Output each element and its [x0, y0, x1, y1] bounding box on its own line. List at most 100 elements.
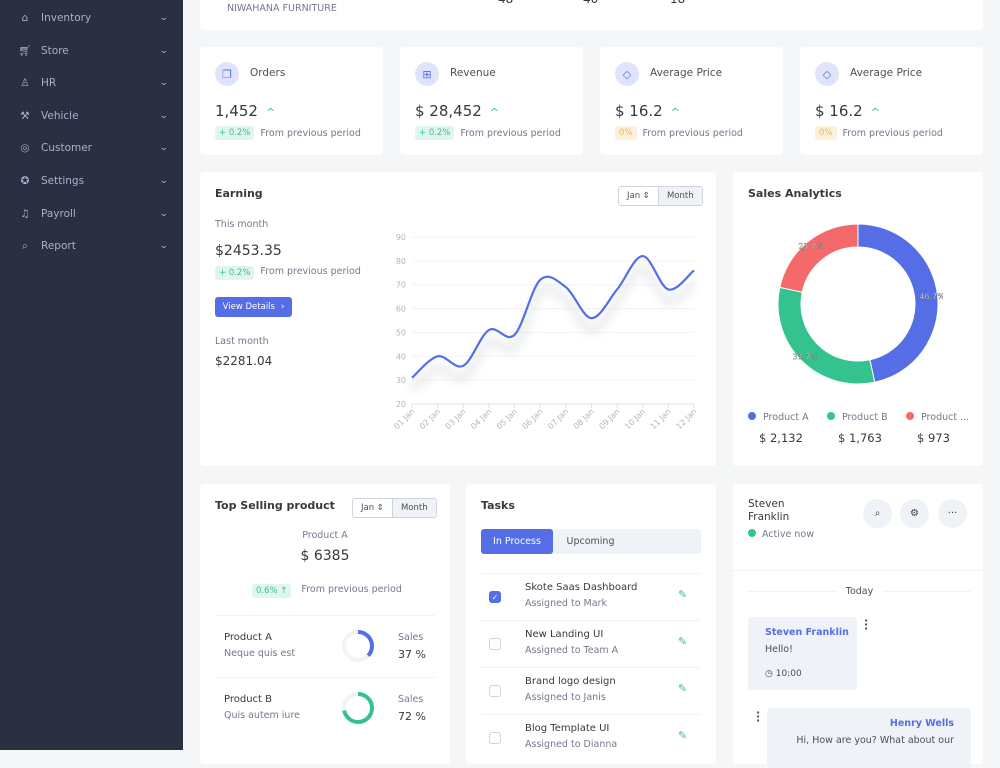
tab-upcoming[interactable]: Upcoming [553, 529, 628, 554]
change-badge: 0.6% ↑ [252, 584, 291, 598]
stat-value: $ 16.2^ [615, 102, 680, 120]
slice-label: 46.7% [919, 292, 943, 301]
stat-change: + 0.2%From previous period [415, 126, 561, 140]
edit-icon[interactable]: ✎ [678, 729, 687, 742]
x-tick-label: 07 Jan [546, 407, 570, 431]
sales-percent: 72 % [398, 710, 426, 723]
tasks-title: Tasks [481, 499, 515, 512]
change-note: From previous period [260, 128, 360, 139]
product-row: Product B Quis autem iure Sales 72 % [215, 677, 435, 739]
edit-icon[interactable]: ✎ [678, 588, 687, 601]
product-radial-progress [340, 690, 376, 726]
y-tick-label: 90 [396, 233, 406, 242]
stat-value: 1,452^ [215, 102, 275, 120]
top-product-value: $ 6385 [200, 548, 450, 564]
x-tick-label: 12 Jan [674, 407, 698, 431]
legend-value: $ 1,763 [827, 431, 906, 445]
edit-icon[interactable]: ✎ [678, 682, 687, 695]
user-circle-icon: ◎ [18, 141, 32, 155]
task-item: New Landing UI Assigned to Team A ✎ [481, 620, 701, 667]
x-tick-label: 09 Jan [597, 407, 621, 431]
edit-icon[interactable]: ✎ [678, 635, 687, 648]
top-selling-card: Top Selling product Jan ⇕ Month Product … [200, 484, 450, 764]
x-tick-label: 02 Jan [418, 407, 442, 431]
task-name: Skote Saas Dashboard [525, 582, 637, 593]
product-desc: Neque quis est [224, 648, 295, 659]
settings-button[interactable]: ⚙ [900, 499, 929, 528]
tab-in-process[interactable]: In Process [481, 529, 553, 554]
month-select[interactable]: Jan ⇕ [353, 499, 392, 517]
change-note: From previous period [843, 128, 943, 139]
task-checkbox[interactable] [489, 732, 501, 744]
store-icon: ⌂ [18, 11, 32, 25]
message-outgoing: Henry Wells Hi, How are you? What about … [767, 708, 971, 768]
month-select[interactable]: Jan ⇕ [619, 187, 658, 205]
stat-change: 0%From previous period [815, 126, 943, 140]
this-month-label: This month [215, 219, 268, 230]
sidebar-item-store[interactable]: 🛒︎Store⌄ [18, 41, 168, 61]
task-name: Brand logo design [525, 676, 616, 687]
sidebar-item-hr[interactable]: ♙HR⌄ [18, 73, 168, 93]
sidebar-item-vehicle[interactable]: ⚒Vehicle⌄ [18, 106, 168, 126]
message-sender: Steven Franklin [765, 627, 849, 638]
date-divider: Today [748, 586, 971, 597]
clock-icon: ◷ [765, 669, 773, 679]
period-selector[interactable]: Jan ⇕ Month [618, 186, 703, 206]
summary-card: NIWAHANA FURNITURE 48 40 18 [200, 0, 983, 30]
view-details-label: View Details [223, 302, 275, 312]
more-horizontal-icon: ··· [948, 508, 958, 519]
legend-label: Product B [842, 412, 888, 423]
divider [733, 570, 983, 571]
search-icon: ⌕ [875, 508, 881, 519]
sidebar-item-settings[interactable]: ✪Settings⌄ [18, 171, 168, 191]
x-tick-label: 11 Jan [649, 407, 673, 431]
message-menu-icon[interactable]: ··· [864, 619, 868, 631]
stat-change: + 0.2%From previous period [215, 126, 361, 140]
stat-title: Average Price [650, 67, 722, 79]
tasks-card: Tasks In Process Upcoming ✓ Skote Saas D… [466, 484, 716, 764]
last-month-value: $2281.04 [215, 354, 272, 368]
chat-card: Steven Franklin Active now ⌕ ⚙ ··· Today… [733, 484, 983, 764]
stat-card: ⊞ Revenue $ 28,452^ + 0.2%From previous … [400, 47, 583, 155]
tasks-tabs: In Process Upcoming [481, 529, 701, 554]
message-menu-icon[interactable]: ··· [756, 711, 760, 723]
stat-card: ◇ Average Price $ 16.2^ 0%From previous … [600, 47, 783, 155]
view-details-button[interactable]: View Details› [215, 297, 292, 317]
sidebar-item-payroll[interactable]: ♫Payroll⌄ [18, 204, 168, 224]
last-month-label: Last month [215, 336, 269, 347]
task-assignee: Assigned to Mark [525, 598, 607, 609]
sidebar-item-report[interactable]: ⌕Report⌄ [18, 236, 168, 256]
task-checkbox[interactable] [489, 638, 501, 650]
task-checkbox[interactable]: ✓ [489, 591, 501, 603]
sidebar-item-inventory[interactable]: ⌂Inventory⌄ [18, 8, 168, 28]
search-button[interactable]: ⌕ [863, 499, 892, 528]
x-tick-label: 10 Jan [623, 407, 647, 431]
slice-label: 31.7% [793, 353, 819, 362]
archive-in-icon: ⊞ [415, 62, 439, 86]
sidebar-item-customer[interactable]: ◎Customer⌄ [18, 138, 168, 158]
status-text: Active now [762, 529, 814, 540]
legend-item: Product A $ 2,132 [748, 412, 827, 445]
this-month-value: $2453.35 [215, 243, 282, 259]
period-selector[interactable]: Jan ⇕ Month [352, 498, 437, 518]
sidebar-item-label: Inventory [41, 12, 160, 24]
cart-icon: 🛒︎ [18, 44, 32, 58]
legend-value: $ 973 [906, 431, 985, 445]
sidebar-item-label: Payroll [41, 208, 160, 220]
task-item: Brand logo design Assigned to Janis ✎ [481, 667, 701, 714]
change-note: From previous period [301, 584, 401, 598]
change-badge: + 0.2% [215, 266, 254, 280]
chat-contact-name: Steven Franklin [748, 498, 808, 524]
more-button[interactable]: ··· [938, 499, 967, 528]
company-name: NIWAHANA FURNITURE [227, 3, 337, 14]
chevron-down-icon: ⌄ [159, 209, 169, 219]
task-assignee: Assigned to Dianna [525, 739, 617, 750]
sales-label: Sales [398, 632, 423, 643]
product-row: Product A Neque quis est Sales 37 % [215, 615, 435, 677]
task-name: New Landing UI [525, 629, 603, 640]
change-badge: + 0.2% [415, 126, 454, 140]
task-checkbox[interactable] [489, 685, 501, 697]
change-badge: 0% [615, 126, 637, 140]
stat-title: Revenue [450, 67, 496, 79]
sidebar-item-label: Report [41, 240, 160, 252]
